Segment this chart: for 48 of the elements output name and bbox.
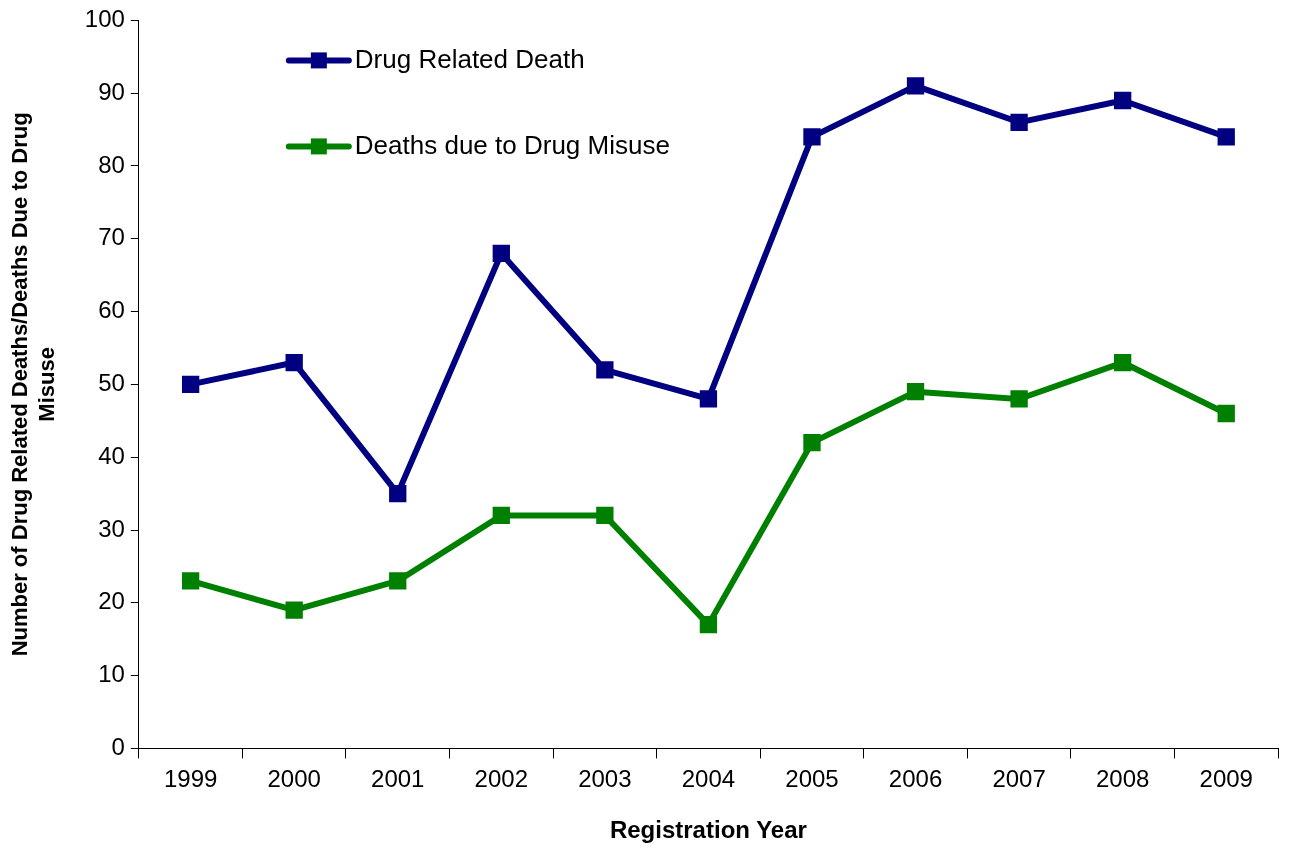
- point: [492, 244, 510, 263]
- x-tick-label: 2008: [1095, 765, 1150, 793]
- point: [596, 506, 614, 525]
- y-tick-label: 0: [111, 733, 125, 761]
- point: [285, 353, 303, 372]
- point: [1114, 91, 1132, 110]
- x-tick-label: 2004: [681, 765, 736, 793]
- y-tick-label: 50: [98, 369, 125, 397]
- point: [492, 506, 510, 525]
- y-tick-label: 70: [98, 223, 125, 251]
- y-tick-label: 40: [98, 441, 125, 469]
- point: [389, 572, 407, 590]
- point: [906, 77, 925, 95]
- y-tick-label: 90: [98, 77, 125, 105]
- x-tick-label: 1999: [163, 765, 218, 793]
- x-tick-label: 2000: [267, 765, 321, 793]
- x-tick-label: 2005: [785, 765, 839, 793]
- point: [803, 128, 821, 146]
- y-tick-label: 30: [98, 514, 125, 542]
- point: [906, 383, 925, 401]
- x-tick-label: 2007: [992, 765, 1046, 793]
- x-axis-title: Registration Year: [609, 816, 807, 844]
- point: [181, 572, 200, 590]
- legend-label: Drug Related Death: [354, 43, 585, 74]
- y-tick-label: 10: [98, 660, 125, 688]
- x-tick-label: 2003: [578, 765, 632, 793]
- x-tick-label: 2009: [1199, 765, 1253, 793]
- y-tick-label: 80: [98, 150, 125, 178]
- x-tick-label: 2006: [888, 765, 943, 793]
- point: [181, 375, 200, 394]
- point: [1010, 390, 1028, 408]
- x-tick-label: 2001: [371, 765, 425, 793]
- legend-label: Deaths due to Drug Misuse: [354, 129, 670, 160]
- point: [1114, 353, 1132, 372]
- y-tick-label: 20: [98, 587, 125, 615]
- y-tick-label: 60: [98, 296, 125, 324]
- point: [699, 390, 718, 408]
- point: [1010, 113, 1028, 131]
- point: [803, 433, 821, 452]
- x-tick-label: 2002: [474, 765, 528, 793]
- point: [1217, 128, 1235, 146]
- point: [596, 361, 614, 379]
- point: [285, 601, 303, 619]
- y-axis-title: Number of Drug Related Deaths/Deaths Due to Drug Misuse: [7, 112, 59, 657]
- point: [1217, 404, 1235, 423]
- point: [389, 484, 407, 503]
- point: [699, 615, 718, 634]
- y-tick-label: 100: [84, 5, 125, 33]
